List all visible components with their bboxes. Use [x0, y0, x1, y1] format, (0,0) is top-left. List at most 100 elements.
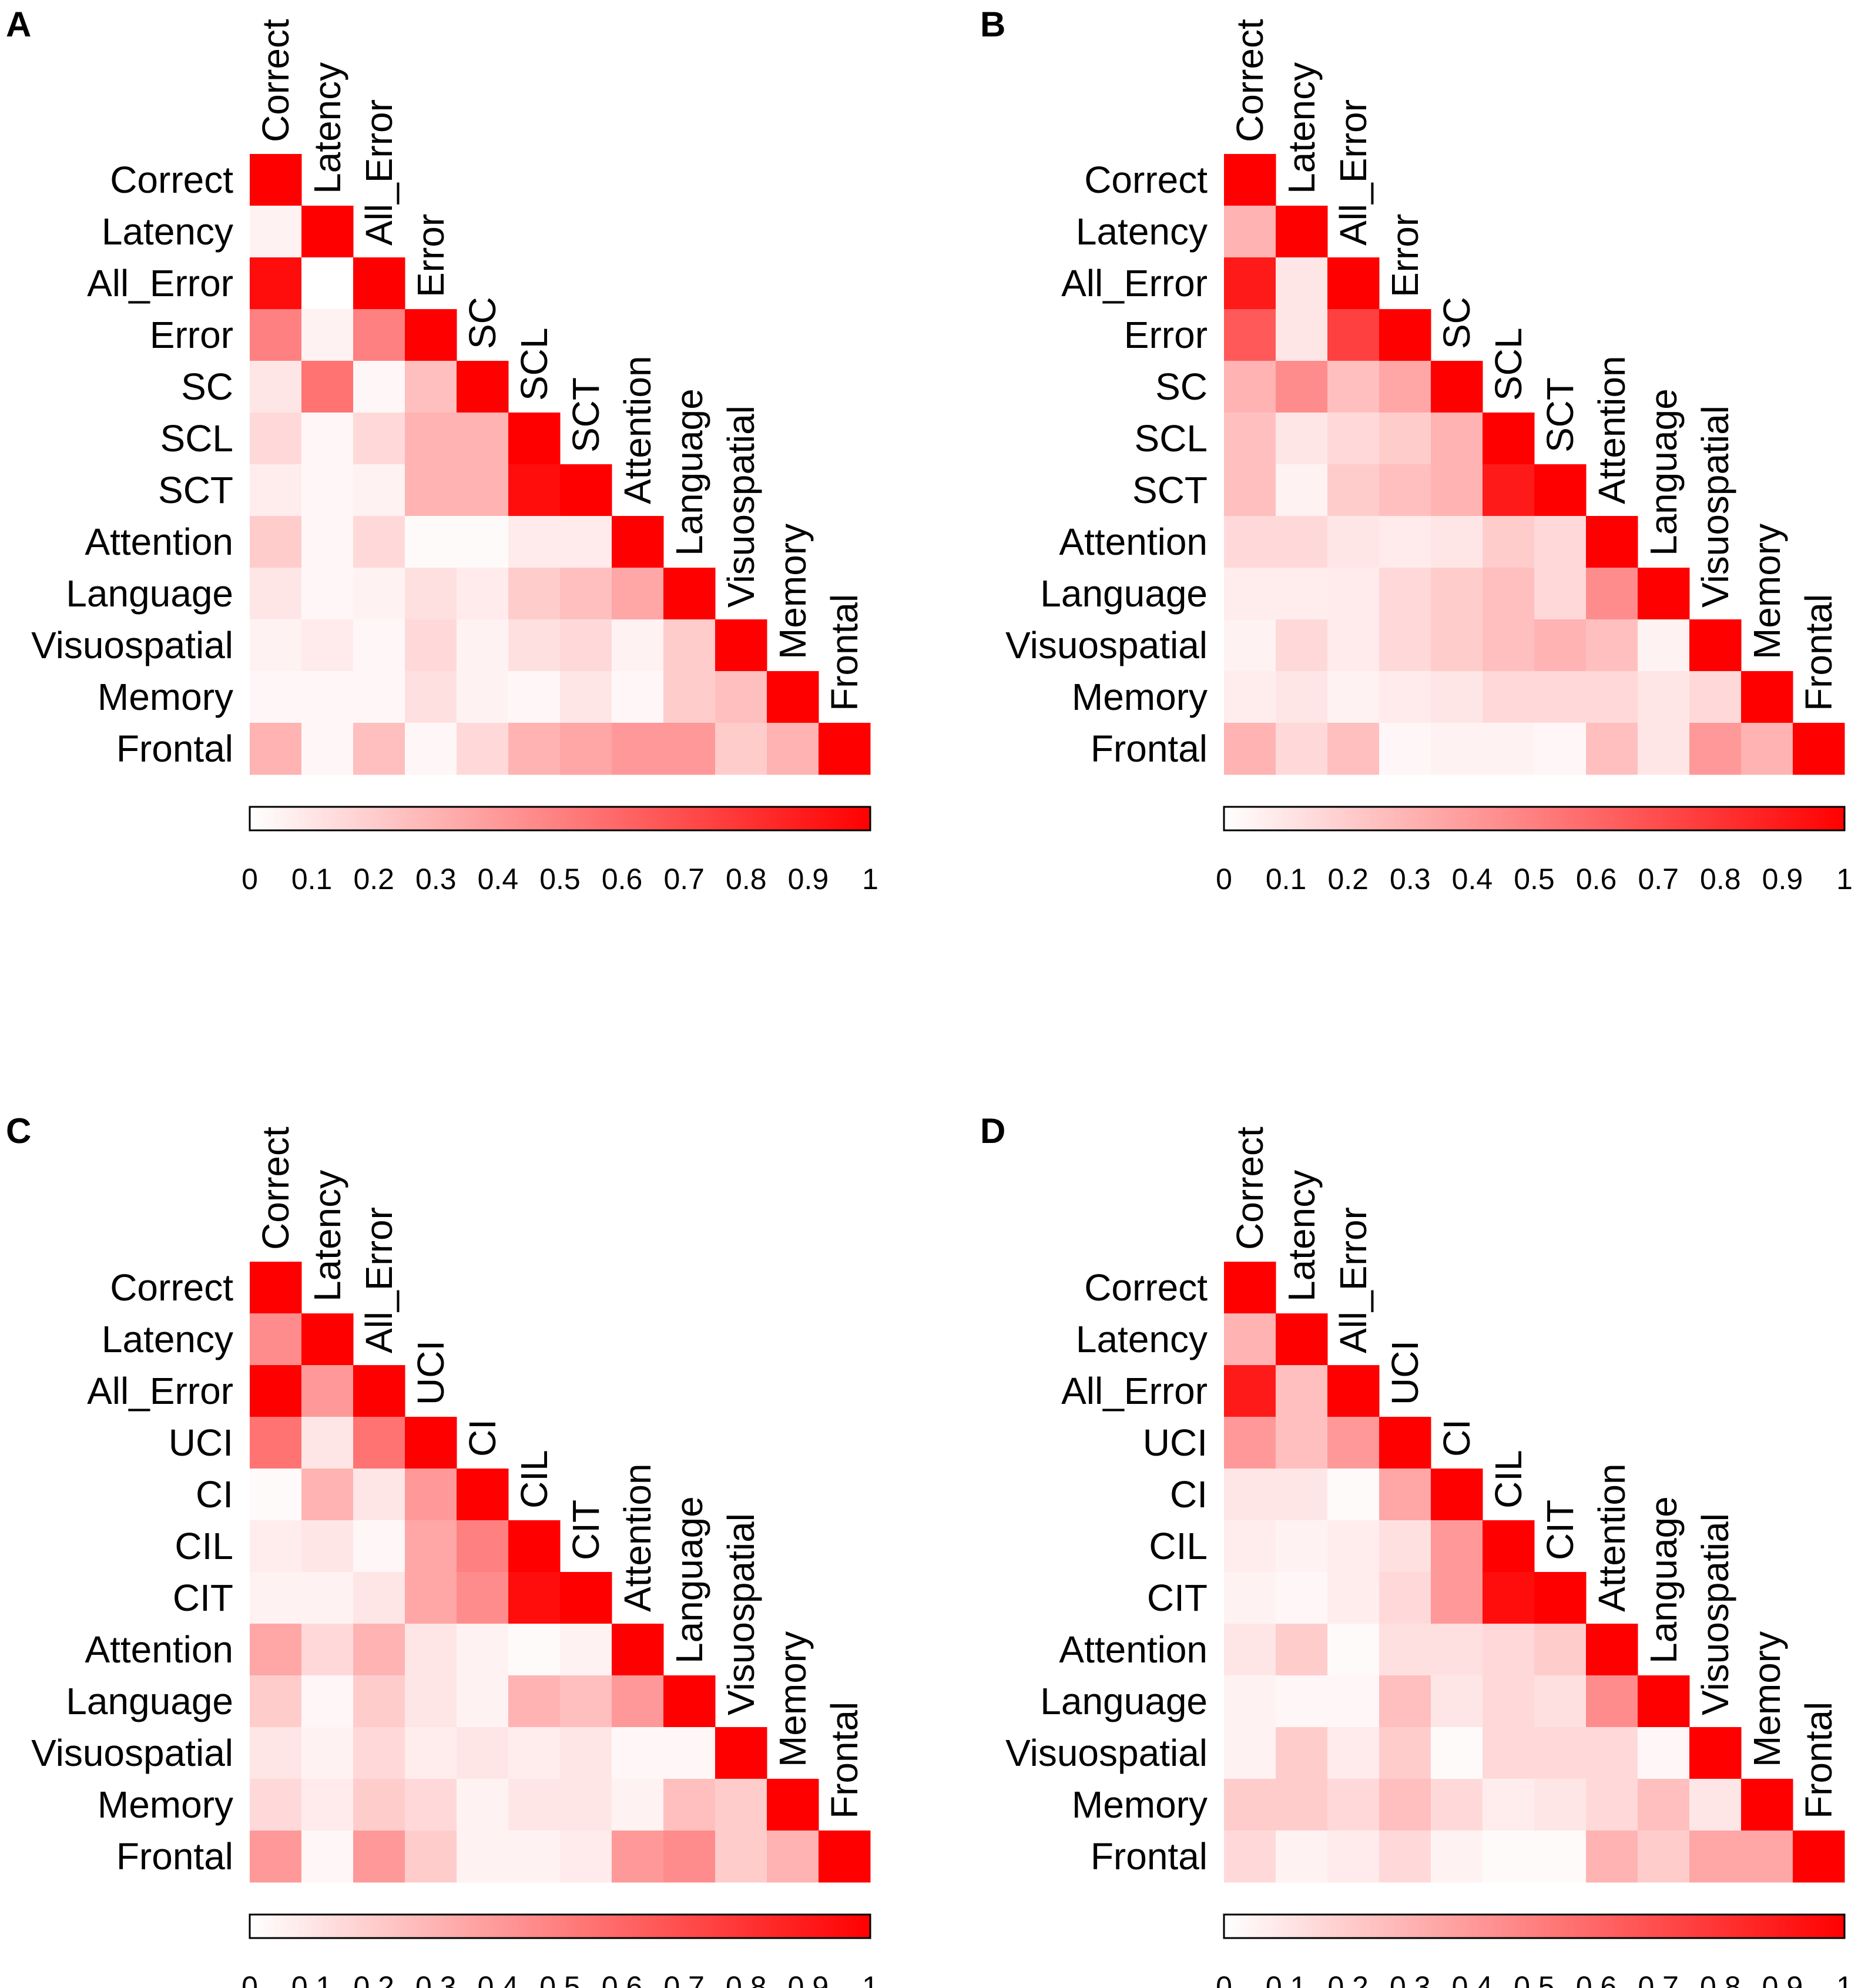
heatmap-cell-error-correct: [1224, 309, 1276, 361]
heatmap-cell-attention-latency: [1276, 516, 1328, 568]
heatmap-cell-frontal-correct: [250, 1831, 302, 1883]
heatmap-cell-uci-correct: [1224, 1417, 1276, 1469]
heatmap-cell-language-attention: [612, 568, 664, 620]
column-label: Latency: [306, 1170, 348, 1302]
heatmap-cell-frontal-correct: [250, 723, 302, 775]
heatmap-cell-visuospatial-cit: [560, 1727, 612, 1779]
heatmap-cell-cil-uci: [405, 1520, 457, 1573]
heatmap-cell-correct-correct: [250, 1262, 302, 1314]
colorbar-tick-label: 0.9: [788, 1970, 829, 1988]
column-label: Attention: [616, 356, 659, 504]
column-label: All_Error: [358, 99, 400, 246]
heatmap-cell-memory-latency: [1276, 671, 1328, 723]
heatmap-cell-frontal-language: [1638, 1831, 1690, 1883]
heatmap-cell-visuospatial-correct: [250, 1727, 302, 1779]
heatmap-cell-latency-latency: [301, 206, 354, 258]
heatmap-cell-visuospatial-visuospatial: [715, 619, 767, 672]
heatmap-cell-scl-correct: [250, 413, 302, 465]
heatmap-cell-frontal-correct: [1224, 723, 1276, 775]
heatmap-cell-attention-uci: [1379, 1624, 1431, 1676]
colorbar-tick-label: 0.2: [1327, 1970, 1369, 1988]
heatmap-cell-all_error-correct: [1224, 1365, 1276, 1417]
heatmap-cell-language-sc: [457, 568, 509, 620]
heatmap-cell-frontal-memory: [1741, 723, 1793, 775]
heatmap-cell-frontal-scl: [1483, 723, 1535, 775]
heatmap-cell-language-error: [1379, 568, 1431, 620]
heatmap-cell-memory-correct: [1224, 1779, 1276, 1831]
column-label: CIT: [1539, 1500, 1581, 1560]
row-label: Memory: [1072, 1783, 1208, 1826]
row-label: SCL: [1135, 417, 1208, 460]
heatmap-cell-ci-ci: [1431, 1469, 1483, 1521]
heatmap-cell-error-all_error: [353, 309, 405, 361]
heatmap-cell-cit-cil: [1483, 1572, 1535, 1624]
heatmap-cell-attention-error: [405, 516, 457, 568]
heatmap-cell-visuospatial-scl: [1483, 619, 1535, 672]
row-label: SCT: [158, 469, 233, 511]
heatmap-cell-all_error-latency: [301, 257, 354, 310]
row-labels: Correct Latency All_Error Error SC SCL SCT Atte…: [1005, 159, 1208, 770]
heatmap-cell-correct-correct: [1224, 1262, 1276, 1314]
heatmap-cell-visuospatial-latency: [301, 619, 354, 672]
row-label: All_Error: [87, 1370, 233, 1412]
column-label: Attention: [616, 1463, 659, 1612]
heatmap-cell-all_error-correct: [250, 1365, 302, 1417]
heatmap-cell-attention-sct: [560, 516, 612, 568]
row-label: Language: [66, 1680, 233, 1722]
colorbar-tick-label: 0.4: [478, 1970, 519, 1988]
colorbar-tick-label: 0.3: [1390, 863, 1431, 896]
heatmap-cell-memory-uci: [1379, 1779, 1431, 1831]
heatmap-cell-visuospatial-attention: [1586, 619, 1638, 672]
row-label: CIL: [175, 1525, 233, 1567]
heatmap-cell-sct-correct: [1224, 464, 1276, 517]
heatmap-cell-visuospatial-visuospatial: [715, 1727, 767, 1779]
heatmap-cell-attention-ci: [1431, 1624, 1483, 1676]
colorbar-tick-label: 1: [1836, 1970, 1853, 1988]
column-label: SC: [461, 297, 504, 349]
heatmap-cell-frontal-latency: [1276, 1831, 1328, 1883]
column-label: All_Error: [1332, 1207, 1374, 1353]
colorbar-tick-label: 0.7: [1638, 863, 1679, 896]
colorbar-tick-label: 0.6: [602, 863, 643, 896]
heatmap-cell-memory-language: [663, 1779, 716, 1831]
heatmap-cell-all_error-all_error: [353, 257, 405, 310]
heatmap-cell-frontal-error: [405, 723, 457, 775]
colorbar-gradient: [1223, 1913, 1846, 1939]
heatmap-cell-memory-memory: [1741, 1779, 1793, 1831]
heatmap-cell-visuospatial-visuospatial: [1689, 1727, 1742, 1779]
colorbar-tick-label: 0.6: [1576, 1970, 1617, 1988]
colorbar-tick-label: 0.2: [353, 863, 394, 896]
heatmap-cell-cil-correct: [1224, 1520, 1276, 1573]
heatmap-cell-cit-ci: [457, 1572, 509, 1624]
heatmap-cell-frontal-visuospatial: [715, 723, 767, 775]
heatmap-cell-uci-uci: [1379, 1417, 1431, 1469]
column-label: CI: [461, 1419, 504, 1457]
row-label: Language: [66, 572, 233, 615]
heatmap-cell-visuospatial-error: [405, 619, 457, 672]
heatmap-cell-latency-correct: [250, 206, 302, 258]
row-label: Memory: [98, 1783, 233, 1826]
heatmap-cell-language-all_error: [353, 1675, 405, 1728]
row-label: SCL: [160, 417, 234, 460]
heatmap-cell-sc-all_error: [353, 361, 405, 413]
heatmap-cell-frontal-cit: [1534, 1831, 1587, 1883]
heatmap-cell-visuospatial-cil: [508, 1727, 561, 1779]
heatmap-cell-memory-visuospatial: [1689, 671, 1742, 723]
column-label: SCT: [565, 377, 607, 452]
column-label: Correct: [254, 19, 297, 142]
row-label: SC: [181, 366, 233, 408]
column-label: UCI: [410, 1340, 452, 1405]
heatmap-cell-ci-uci: [1379, 1469, 1431, 1521]
heatmap-cell-cit-ci: [1431, 1572, 1483, 1624]
heatmap-cell-ci-correct: [250, 1469, 302, 1521]
heatmap-cell-memory-all_error: [1327, 671, 1380, 723]
heatmap-cell-attention-error: [1379, 516, 1431, 568]
column-label: Correct: [1229, 19, 1271, 142]
heatmap-cell-sct-sct: [560, 464, 612, 517]
colorbar-tick-label: 0.7: [1638, 1970, 1679, 1988]
heatmap-cell-scl-latency: [301, 413, 354, 465]
heatmap-cell-memory-all_error: [1327, 1779, 1380, 1831]
heatmap-cell-sc-sc: [1431, 361, 1483, 413]
colorbar-tick-label: 0.9: [1762, 1970, 1803, 1988]
heatmap-cell-sct-scl: [1483, 464, 1535, 517]
